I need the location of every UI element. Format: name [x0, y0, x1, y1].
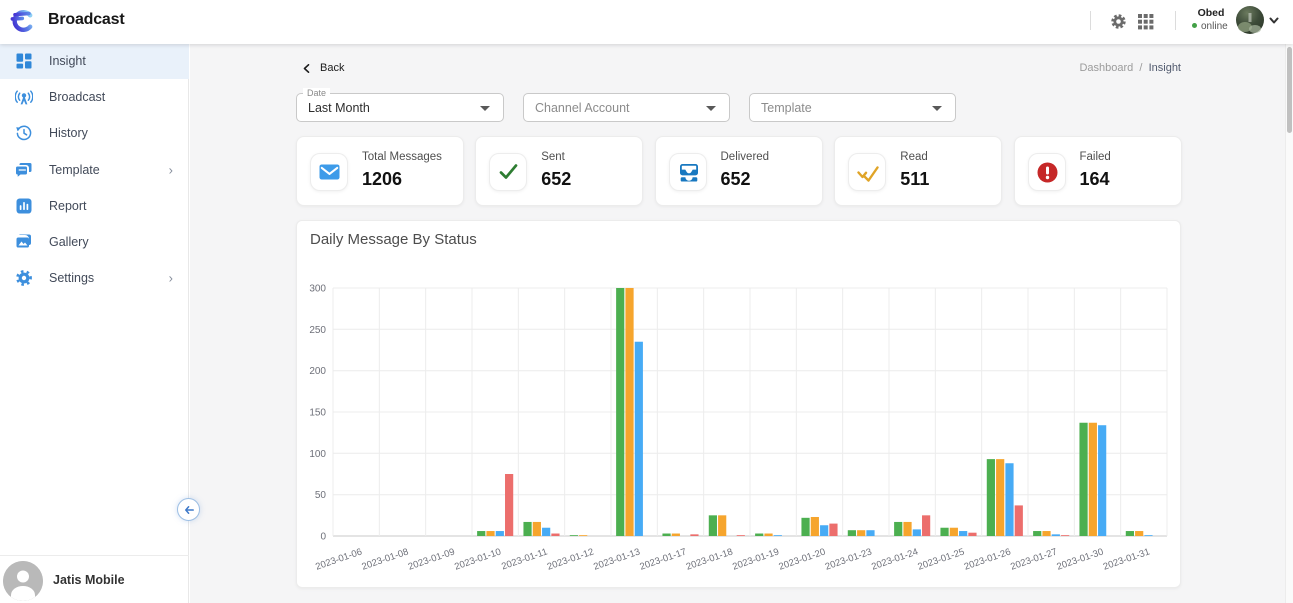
svg-text:50: 50: [315, 490, 327, 501]
svg-text:2023-01-26: 2023-01-26: [963, 546, 1013, 572]
svg-text:2023-01-27: 2023-01-27: [1009, 546, 1059, 572]
svg-text:2023-01-06: 2023-01-06: [314, 546, 364, 572]
svg-text:250: 250: [309, 325, 326, 336]
svg-text:2023-01-17: 2023-01-17: [638, 546, 688, 572]
svg-text:2023-01-13: 2023-01-13: [592, 546, 642, 572]
svg-text:300: 300: [309, 284, 326, 295]
svg-text:2023-01-25: 2023-01-25: [916, 546, 966, 572]
svg-text:200: 200: [309, 366, 326, 377]
svg-text:2023-01-08: 2023-01-08: [360, 546, 410, 572]
svg-text:2023-01-18: 2023-01-18: [685, 546, 735, 572]
svg-text:2023-01-24: 2023-01-24: [870, 546, 920, 572]
svg-text:2023-01-31: 2023-01-31: [1102, 546, 1152, 572]
svg-text:2023-01-11: 2023-01-11: [500, 546, 549, 572]
svg-text:0: 0: [320, 532, 326, 543]
svg-text:2023-01-09: 2023-01-09: [407, 546, 457, 572]
svg-text:2023-01-23: 2023-01-23: [824, 546, 874, 572]
svg-text:100: 100: [309, 449, 326, 460]
svg-text:2023-01-12: 2023-01-12: [546, 546, 596, 572]
svg-text:2023-01-30: 2023-01-30: [1055, 546, 1105, 572]
svg-text:2023-01-19: 2023-01-19: [731, 546, 781, 572]
svg-text:2023-01-10: 2023-01-10: [453, 546, 503, 572]
svg-text:150: 150: [309, 408, 326, 419]
svg-text:2023-01-20: 2023-01-20: [777, 546, 827, 572]
